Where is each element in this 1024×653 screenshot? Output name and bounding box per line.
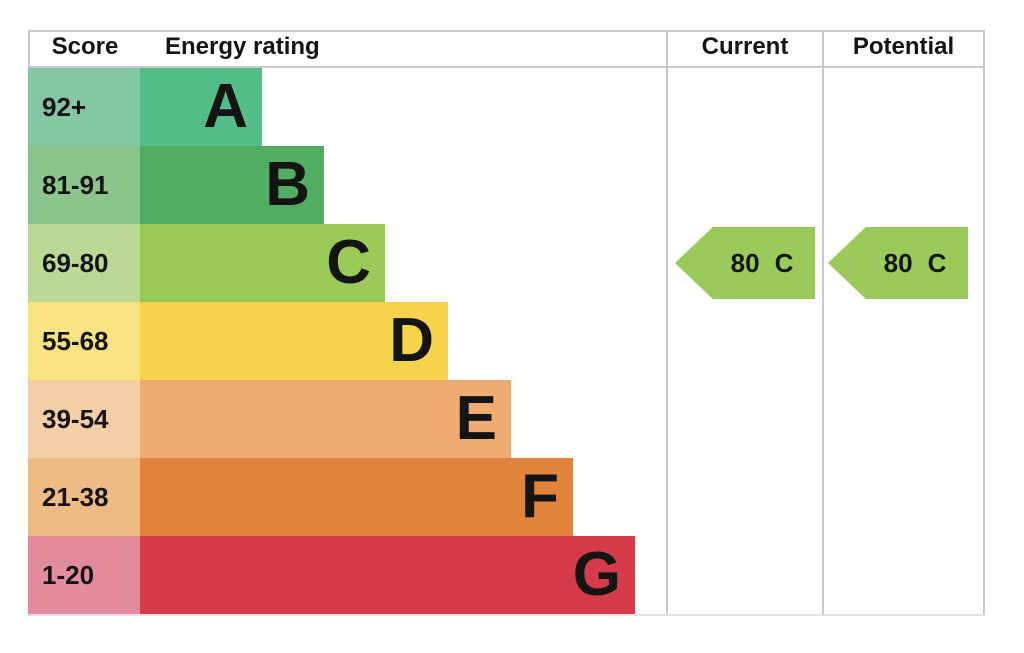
band-bar-track: D bbox=[140, 302, 666, 380]
current-cell bbox=[666, 458, 822, 536]
current-cell bbox=[666, 380, 822, 458]
band-rows: 92+ A 81-91 B 69-80 C bbox=[28, 68, 985, 616]
band-letter: B bbox=[265, 150, 310, 219]
band-row-b: 81-91 B bbox=[28, 146, 985, 224]
band-bar-track: E bbox=[140, 380, 666, 458]
current-rating-letter: C bbox=[774, 247, 794, 278]
energy-rating-column-header: Energy rating bbox=[140, 32, 666, 66]
band-bar: C bbox=[140, 224, 385, 302]
band-bar-track: A bbox=[140, 68, 666, 146]
band-bar-track: G bbox=[140, 536, 666, 614]
band-bar-track: B bbox=[140, 146, 666, 224]
band-score-cell: 69-80 bbox=[28, 224, 140, 302]
band-letter: D bbox=[389, 306, 434, 375]
band-score-cell: 39-54 bbox=[28, 380, 140, 458]
potential-cell bbox=[822, 380, 985, 458]
current-cell bbox=[666, 68, 822, 146]
current-cell: 80 C bbox=[666, 224, 822, 302]
score-column-header: Score bbox=[28, 32, 140, 66]
band-score-cell: 55-68 bbox=[28, 302, 140, 380]
band-letter: C bbox=[326, 228, 371, 297]
band-row-e: 39-54 E bbox=[28, 380, 985, 458]
band-score-cell: 92+ bbox=[28, 68, 140, 146]
current-cell bbox=[666, 302, 822, 380]
band-bar: A bbox=[140, 68, 262, 146]
potential-rating-arrow: 80 C bbox=[828, 227, 968, 299]
band-bar: B bbox=[140, 146, 324, 224]
band-row-c: 69-80 C 80 C 80 C bbox=[28, 224, 985, 302]
band-letter: F bbox=[521, 462, 559, 531]
band-bar-track: F bbox=[140, 458, 666, 536]
potential-cell: 80 C bbox=[822, 224, 985, 302]
band-row-f: 21-38 F bbox=[28, 458, 985, 536]
band-letter: A bbox=[203, 72, 248, 141]
potential-cell bbox=[822, 536, 985, 614]
current-rating-value: 80 bbox=[730, 247, 760, 278]
current-column-header: Current bbox=[666, 32, 822, 66]
band-row-g: 1-20 G bbox=[28, 536, 985, 614]
band-bar-track: C bbox=[140, 224, 666, 302]
current-rating-arrow: 80 C bbox=[675, 227, 815, 299]
potential-column-header: Potential bbox=[822, 32, 985, 66]
chart-header-row: Score Energy rating Current Potential bbox=[28, 30, 985, 68]
epc-chart: Score Energy rating Current Potential 92… bbox=[28, 30, 985, 616]
band-score-cell: 21-38 bbox=[28, 458, 140, 536]
band-bar: G bbox=[140, 536, 635, 614]
band-bar: D bbox=[140, 302, 448, 380]
band-letter: E bbox=[455, 384, 497, 453]
band-row-d: 55-68 D bbox=[28, 302, 985, 380]
band-bar: E bbox=[140, 380, 511, 458]
band-row-a: 92+ A bbox=[28, 68, 985, 146]
current-cell bbox=[666, 146, 822, 224]
potential-cell bbox=[822, 458, 985, 536]
potential-cell bbox=[822, 146, 985, 224]
current-cell bbox=[666, 536, 822, 614]
band-letter: G bbox=[572, 540, 621, 609]
potential-rating-value: 80 bbox=[883, 247, 913, 278]
potential-rating-letter: C bbox=[927, 247, 947, 278]
potential-cell bbox=[822, 68, 985, 146]
band-score-cell: 81-91 bbox=[28, 146, 140, 224]
potential-cell bbox=[822, 302, 985, 380]
band-score-cell: 1-20 bbox=[28, 536, 140, 614]
band-bar: F bbox=[140, 458, 573, 536]
